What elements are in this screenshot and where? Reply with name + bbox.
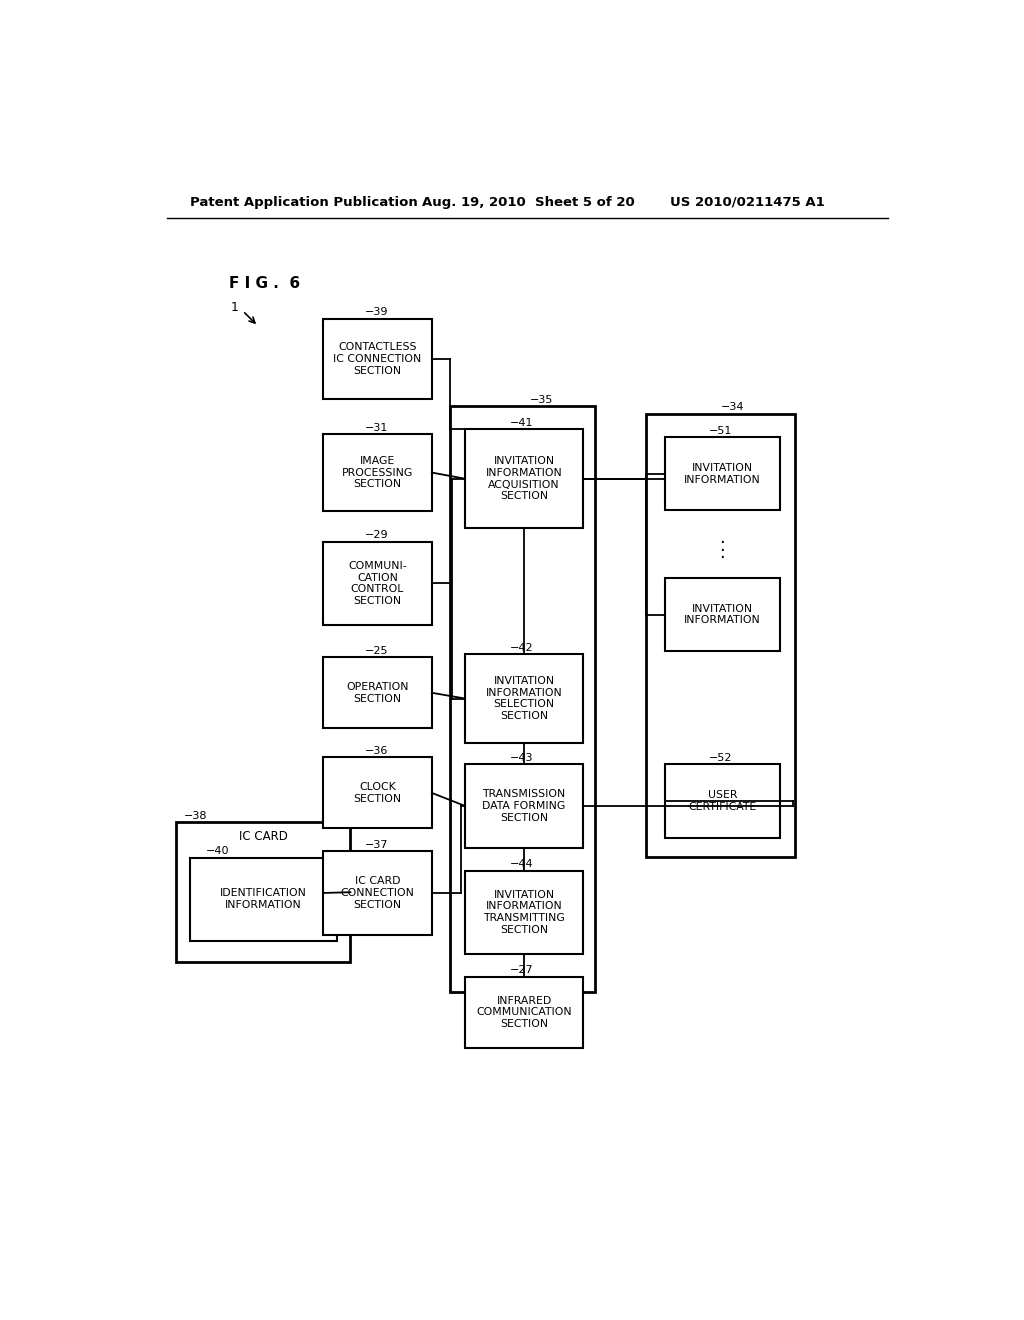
Text: CONTACTLESS
IC CONNECTION
SECTION: CONTACTLESS IC CONNECTION SECTION <box>334 342 422 376</box>
Text: INVITATION
INFORMATION
SELECTION
SECTION: INVITATION INFORMATION SELECTION SECTION <box>485 676 562 721</box>
Bar <box>465 764 583 847</box>
Text: IC CARD
CONNECTION
SECTION: IC CARD CONNECTION SECTION <box>341 876 415 909</box>
Text: −43: −43 <box>510 752 534 763</box>
Bar <box>465 429 583 528</box>
Text: INVITATION
INFORMATION: INVITATION INFORMATION <box>684 463 761 484</box>
Text: Aug. 19, 2010  Sheet 5 of 20: Aug. 19, 2010 Sheet 5 of 20 <box>423 195 635 209</box>
Text: IMAGE
PROCESSING
SECTION: IMAGE PROCESSING SECTION <box>342 455 413 490</box>
Text: .: . <box>720 537 725 554</box>
Text: INVITATION
INFORMATION: INVITATION INFORMATION <box>684 603 761 626</box>
Text: −51: −51 <box>709 425 732 436</box>
Text: F I G .  6: F I G . 6 <box>228 276 300 290</box>
Bar <box>465 655 583 743</box>
Text: −35: −35 <box>529 395 553 405</box>
Text: −40: −40 <box>206 846 229 855</box>
Text: IDENTIFICATION
INFORMATION: IDENTIFICATION INFORMATION <box>220 888 307 909</box>
Bar <box>465 871 583 954</box>
Text: −31: −31 <box>365 422 388 433</box>
Bar <box>324 657 432 729</box>
Text: US 2010/0211475 A1: US 2010/0211475 A1 <box>671 195 825 209</box>
Bar <box>190 858 337 941</box>
Text: −38: −38 <box>183 810 207 821</box>
Bar <box>665 437 779 511</box>
Bar <box>665 578 779 651</box>
Bar <box>665 764 779 837</box>
Text: .: . <box>720 544 725 562</box>
Text: −42: −42 <box>510 643 534 653</box>
Text: INVITATION
INFORMATION
ACQUISITION
SECTION: INVITATION INFORMATION ACQUISITION SECTI… <box>485 457 562 502</box>
Text: .: . <box>720 529 725 546</box>
Bar <box>324 758 432 829</box>
Bar <box>324 434 432 511</box>
Text: OPERATION
SECTION: OPERATION SECTION <box>346 682 409 704</box>
Text: −27: −27 <box>510 965 534 975</box>
Text: USER
CERTIFICATE: USER CERTIFICATE <box>688 791 757 812</box>
Text: INVITATION
INFORMATION
TRANSMITTING
SECTION: INVITATION INFORMATION TRANSMITTING SECT… <box>483 890 565 935</box>
Text: −34: −34 <box>721 403 744 412</box>
Text: INFRARED
COMMUNICATION
SECTION: INFRARED COMMUNICATION SECTION <box>476 995 571 1028</box>
Text: −44: −44 <box>510 859 534 869</box>
Bar <box>176 822 350 962</box>
Text: −36: −36 <box>365 746 388 756</box>
Bar <box>324 318 432 400</box>
Text: COMMUNI-
CATION
CONTROL
SECTION: COMMUNI- CATION CONTROL SECTION <box>348 561 407 606</box>
Text: −39: −39 <box>365 308 388 317</box>
Bar <box>324 543 432 626</box>
Text: TRANSMISSION
DATA FORMING
SECTION: TRANSMISSION DATA FORMING SECTION <box>482 789 565 822</box>
Text: −37: −37 <box>365 840 388 850</box>
Text: IC CARD: IC CARD <box>239 829 288 842</box>
Text: CLOCK
SECTION: CLOCK SECTION <box>353 781 401 804</box>
Bar <box>646 414 796 857</box>
Text: −25: −25 <box>365 645 388 656</box>
Text: −52: −52 <box>709 752 732 763</box>
Bar <box>465 977 583 1048</box>
Bar <box>324 851 432 935</box>
Text: 1: 1 <box>230 301 239 314</box>
Text: −29: −29 <box>365 531 388 540</box>
Text: −41: −41 <box>510 418 534 428</box>
Bar <box>450 407 595 991</box>
Text: Patent Application Publication: Patent Application Publication <box>190 195 418 209</box>
